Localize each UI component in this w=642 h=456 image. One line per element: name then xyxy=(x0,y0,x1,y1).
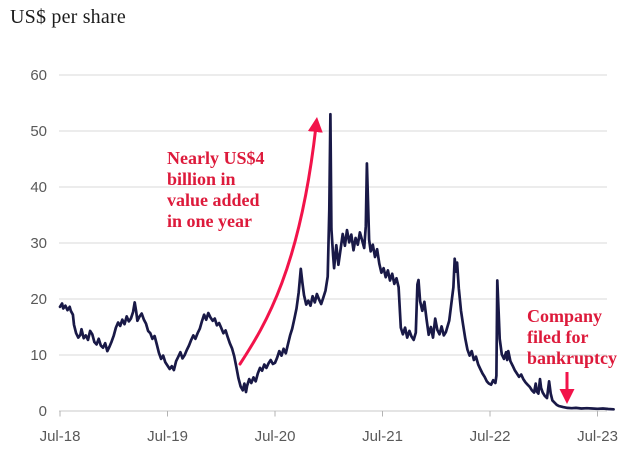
y-axis-tick-label: 60 xyxy=(30,67,47,84)
annotation-growth-line: in one year xyxy=(167,211,252,231)
growth-arrow-curved-icon xyxy=(238,117,323,366)
x-axis-tick-label: Jul-22 xyxy=(470,428,511,445)
annotation-bankruptcy-line: filed for xyxy=(527,327,589,347)
annotation-growth-line: billion in xyxy=(167,169,236,189)
chart-title: US$ per share xyxy=(10,6,126,28)
y-axis-tick-label: 0 xyxy=(39,403,47,420)
annotation-bankruptcy-line: Company xyxy=(527,306,603,326)
annotation-bankruptcy-line: bankruptcy xyxy=(527,348,618,368)
y-axis-tick-label: 10 xyxy=(30,347,47,364)
annotation-growth-line: value added xyxy=(167,190,260,210)
x-axis-tick-label: Jul-20 xyxy=(255,428,296,445)
annotation-growth: Nearly US$4 billion in value added in on… xyxy=(167,148,297,232)
x-axis-tick-label: Jul-21 xyxy=(362,428,403,445)
x-axis-tick-label: Jul-19 xyxy=(147,428,188,445)
x-axis-tick-label: Jul-23 xyxy=(577,428,618,445)
annotation-bankruptcy: Company filed for bankruptcy xyxy=(527,306,642,369)
chart-generated-layers: 0 10 20 30 40 50 60 Jul-18 Jul-19 Jul-20 Jul-21 Jul… xyxy=(30,67,618,445)
y-axis-tick-label: 30 xyxy=(30,235,47,252)
annotation-growth-line: Nearly US$4 xyxy=(167,148,265,168)
y-axis-tick-label: 40 xyxy=(30,179,47,196)
x-axis-tick-label: Jul-18 xyxy=(40,428,81,445)
price-line-series xyxy=(58,112,615,411)
y-axis-tick-label: 50 xyxy=(30,123,47,140)
y-axis-tick-label: 20 xyxy=(30,291,47,308)
